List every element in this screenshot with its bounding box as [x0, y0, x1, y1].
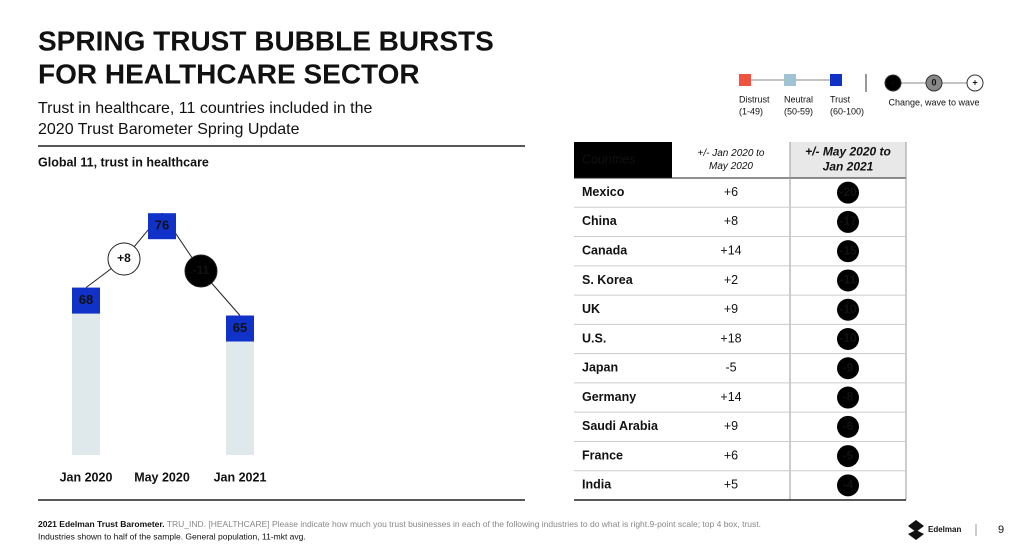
footer-bold: 2021 Edelman Trust Barometer. — [38, 519, 165, 529]
cell: +9 — [724, 302, 738, 316]
x-tick-label: May 2020 — [134, 470, 190, 484]
country: Canada — [582, 243, 628, 257]
country: Japan — [582, 361, 618, 375]
column-header: Countries — [582, 152, 636, 166]
title: SPRING TRUST BUBBLE BURSTS — [38, 25, 494, 56]
value-label: 68 — [79, 292, 93, 307]
cell: -4 — [843, 478, 854, 492]
column-header: Jan 2021 — [823, 160, 874, 174]
legend-label: Neutral — [784, 94, 813, 104]
footer: 2021 Edelman Trust Barometer. TRU_IND. [… — [38, 519, 761, 529]
legend-range: (1-49) — [739, 106, 763, 116]
cell-bubble — [837, 269, 859, 292]
footer-text: TRU_IND. [HEALTHCARE] Please indicate ho… — [165, 519, 761, 529]
change-symbol: - — [892, 77, 895, 87]
change-label: +8 — [117, 251, 131, 265]
legend-label: Trust — [830, 94, 851, 104]
header-cell — [790, 142, 906, 178]
country: Mexico — [582, 185, 625, 199]
change-label: Change, wave to wave — [888, 97, 979, 107]
header-cell — [574, 142, 672, 178]
cell-bubble — [837, 210, 859, 233]
change-symbol: + — [972, 77, 977, 87]
cell-bubble — [837, 240, 859, 263]
cell-bubble — [837, 386, 859, 409]
cell: +18 — [720, 331, 741, 345]
change-label: -11 — [193, 263, 210, 277]
legend-swatch — [739, 74, 751, 86]
cell: +8 — [724, 214, 738, 228]
cell: -11 — [840, 273, 857, 287]
cell: +14 — [720, 390, 741, 404]
cell-bubble — [837, 445, 859, 468]
country: Germany — [582, 390, 636, 404]
change-bubble — [184, 254, 218, 288]
change-swatch — [884, 74, 902, 92]
cell: -9 — [843, 360, 854, 374]
cell: -10 — [839, 302, 857, 316]
chart-title: Global 11, trust in healthcare — [38, 155, 209, 169]
legend-range: (50-59) — [784, 106, 813, 116]
cell: -5 — [725, 361, 736, 375]
cell: +6 — [724, 448, 738, 462]
bar — [226, 315, 254, 342]
value-label: 65 — [233, 320, 247, 335]
legend-range: (60-100) — [830, 106, 864, 116]
country: France — [582, 448, 623, 462]
logo: Edelman — [928, 525, 961, 534]
cell-bubble — [837, 357, 859, 380]
subtitle: Trust in healthcare, 11 countries includ… — [38, 100, 373, 117]
cell: -10 — [839, 331, 857, 345]
legend-swatch — [784, 74, 796, 86]
cell: -20 — [839, 185, 857, 199]
bar — [72, 287, 100, 314]
cell: -8 — [843, 390, 854, 404]
cell: +5 — [724, 478, 738, 492]
cell: -6 — [843, 419, 854, 433]
country: UK — [582, 302, 600, 316]
cell-bubble — [837, 328, 859, 350]
change-swatch — [925, 74, 943, 92]
cell: -15 — [839, 243, 857, 257]
country: Saudi Arabia — [582, 419, 659, 433]
bar — [148, 213, 176, 240]
column-header: May 2020 — [709, 161, 753, 172]
country: S. Korea — [582, 273, 634, 287]
cell: +2 — [724, 273, 738, 287]
title: FOR HEALTHCARE SECTOR — [38, 58, 420, 89]
cell: +14 — [720, 243, 741, 257]
column-header: +/- Jan 2020 to — [698, 148, 765, 159]
subtitle: 2020 Trust Barometer Spring Update — [38, 121, 300, 138]
page-number: 9 — [998, 524, 1004, 536]
cell: +6 — [724, 185, 738, 199]
legend-swatch — [830, 74, 842, 86]
column — [72, 287, 100, 455]
country: India — [582, 478, 612, 492]
change-swatch — [966, 74, 984, 92]
footer-text: Industries shown to half of the sample. … — [38, 531, 306, 541]
x-tick-label: Jan 2020 — [60, 470, 113, 484]
legend-label: Distrust — [739, 94, 770, 104]
cell-bubble — [837, 474, 859, 497]
cell-bubble — [837, 181, 859, 204]
change-bubble — [107, 242, 141, 276]
cell: -5 — [843, 448, 854, 462]
country: U.S. — [582, 331, 606, 345]
x-tick-label: Jan 2021 — [214, 470, 267, 484]
value-label: 76 — [155, 218, 169, 233]
column-header: +/- May 2020 to — [805, 145, 891, 159]
cell: +9 — [724, 419, 738, 433]
cell-bubble — [837, 298, 859, 321]
change-symbol: 0 — [931, 77, 936, 87]
country: China — [582, 214, 618, 228]
cell: -17 — [839, 214, 857, 228]
cell-bubble — [837, 415, 859, 438]
logo-mark — [908, 520, 924, 540]
